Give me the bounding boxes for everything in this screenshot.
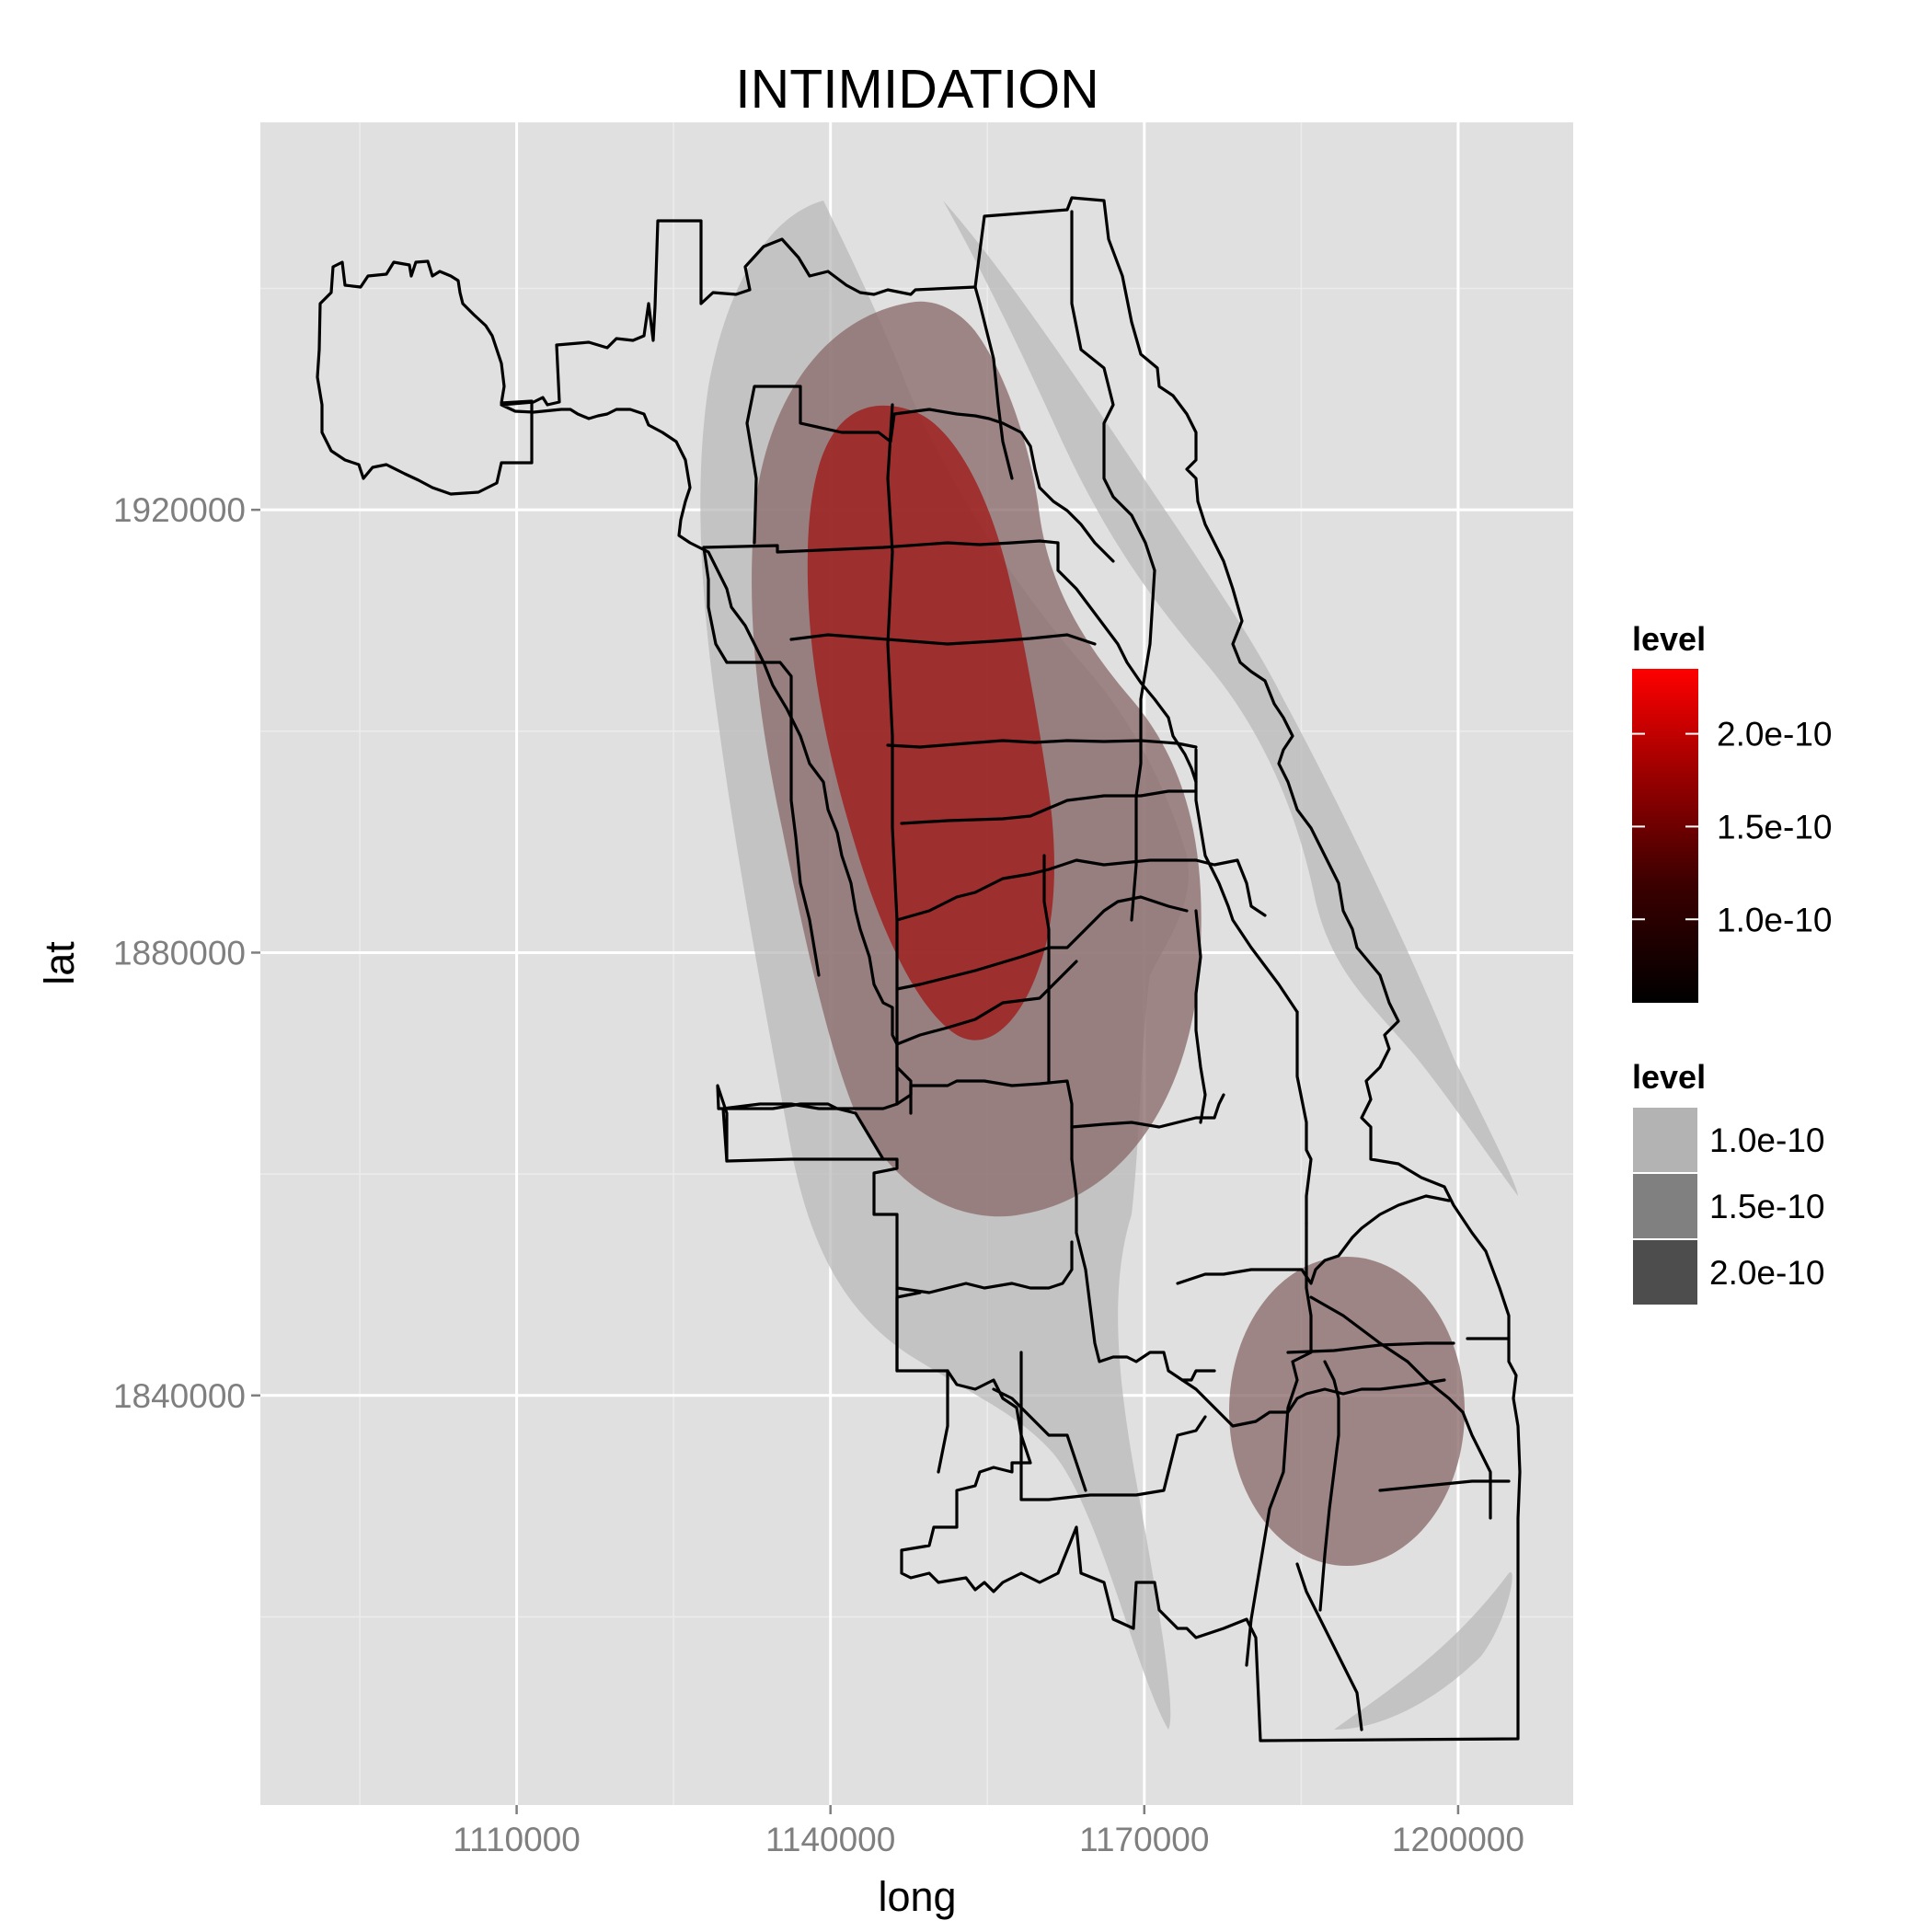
colorbar-label: 1.5e-10 (1717, 808, 1833, 845)
boundary-interior-24 (1245, 1222, 1313, 1667)
boundary-interior-7 (900, 789, 1198, 825)
boundary-southwest-5 (937, 1369, 949, 1474)
y-axis: 1920000 1880000 1840000 (113, 491, 260, 1415)
alpha-key-label: 1.5e-10 (1709, 1188, 1825, 1225)
high-density-contour (807, 405, 1054, 1041)
alpha-key-swatch (1631, 1172, 1699, 1240)
x-axis-title: long (878, 1873, 956, 1920)
boundary-interior-13 (1070, 1093, 1225, 1129)
outer-contour-lakefront (943, 201, 1518, 1196)
chart-title: INTIMIDATION (735, 59, 1098, 120)
boundary-interior-2 (702, 539, 1198, 784)
boundary-interior-25 (1286, 1341, 1455, 1354)
alpha-key-swatch (1631, 1238, 1699, 1306)
y-tick-label: 1920000 (113, 491, 246, 529)
colorbar-label: 2.0e-10 (1717, 716, 1833, 753)
boundary-interior-15 (1070, 210, 1156, 922)
boundary-interior-21 (1019, 1351, 1207, 1501)
x-tick-label: 1170000 (1079, 1821, 1209, 1858)
legend-alpha: level 1.0e-10 1.5e-10 2.0e-10 (1631, 1058, 1825, 1306)
district-boundaries (316, 196, 1522, 1742)
outer-contour-south (1334, 1571, 1512, 1730)
colorbar-label: 1.0e-10 (1717, 901, 1833, 938)
boundary-southwest-1 (716, 1084, 885, 1163)
boundary-city-outline (500, 196, 1522, 1742)
y-tick-label: 1880000 (113, 934, 246, 972)
boundary-interior-20 (1180, 1378, 1446, 1428)
x-axis: 1110000 1140000 1170000 1200000 (453, 1805, 1524, 1858)
boundary-interior-11 (909, 1079, 1074, 1161)
boundary-interior-9 (895, 895, 1189, 991)
boundary-interior-10 (895, 960, 1078, 1046)
x-tick-label: 1110000 (453, 1821, 581, 1858)
boundary-interior-12 (1042, 854, 1051, 1083)
colorbar (1632, 669, 1698, 1003)
boundary-interior-3 (702, 546, 821, 977)
legend-colorbar: level 2.0e-10 1.5e-10 1.0e-10 (1632, 620, 1833, 1003)
boundary-southwest-3 (895, 1291, 922, 1373)
mid-contour-south (1229, 1257, 1465, 1566)
boundary-interior-14 (1194, 909, 1207, 1124)
boundary-southwest-2 (895, 1240, 1074, 1294)
y-tick-label: 1840000 (113, 1377, 246, 1415)
y-axis-title: lat (36, 941, 83, 985)
boundary-ohare (316, 259, 534, 496)
legend-colorbar-title: level (1632, 620, 1706, 658)
boundary-interior-18 (1194, 858, 1267, 917)
boundary-interior-26 (1309, 1295, 1465, 1414)
alpha-key-swatch (1631, 1106, 1699, 1174)
boundary-southwest-4 (992, 1387, 1087, 1492)
boundary-interior-5 (789, 633, 1097, 646)
boundary-interior-4 (745, 385, 1115, 563)
alpha-key-label: 2.0e-10 (1709, 1254, 1825, 1292)
boundary-interior-28 (1295, 1562, 1363, 1731)
boundary-interior-22 (1295, 1010, 1313, 1225)
boundary-interior-17 (1194, 748, 1299, 1014)
boundary-interior-27 (1318, 1360, 1340, 1612)
boundary-interior-6 (886, 739, 1198, 749)
x-tick-label: 1200000 (1392, 1821, 1524, 1858)
boundary-interior-1 (886, 403, 899, 1106)
boundary-interior-8 (895, 858, 1198, 922)
alpha-key-label: 1.0e-10 (1709, 1121, 1825, 1159)
boundary-interior-30 (1461, 1410, 1492, 1520)
boundary-interior-16 (973, 285, 1014, 480)
boundary-interior-19 (1070, 1157, 1216, 1382)
legend-alpha-title: level (1632, 1058, 1706, 1096)
x-tick-label: 1140000 (765, 1821, 895, 1858)
boundary-interior-23 (1176, 1194, 1451, 1285)
